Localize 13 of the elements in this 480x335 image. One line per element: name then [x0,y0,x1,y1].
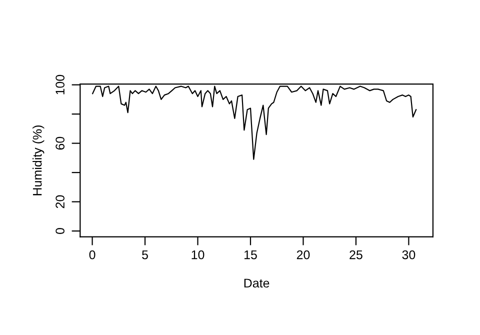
x-tick-label: 10 [192,250,204,260]
y-tick-label: 0 [56,228,64,234]
y-tick-label: 20 [56,195,64,208]
x-tick-label: 0 [89,250,96,260]
x-axis-title: Date [244,278,270,288]
x-tick-label: 30 [402,250,416,260]
x-tick-label: 15 [244,250,257,260]
x-tick-label: 5 [142,250,148,260]
x-tick-label: 20 [296,250,310,260]
y-tick-label: 60 [56,136,64,150]
y-tick-label: 100 [56,74,64,94]
x-tick-label: 25 [350,250,362,260]
y-axis-title: Humidity (%) [32,125,44,196]
